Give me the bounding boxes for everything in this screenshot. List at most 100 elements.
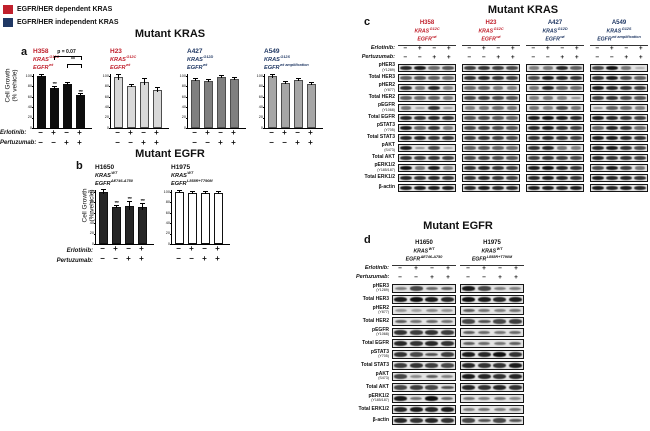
treatment-sign: − xyxy=(403,45,408,52)
blot-band xyxy=(492,136,504,140)
blot-lane xyxy=(427,185,441,191)
protein-name: pHER2 xyxy=(372,304,389,311)
blot-band xyxy=(620,176,632,180)
y-tick-label: 80 xyxy=(27,84,32,89)
blot-lane xyxy=(393,362,409,369)
blot-band xyxy=(620,146,632,150)
blot-band xyxy=(400,66,412,70)
blot-lane xyxy=(527,165,541,171)
blot-lane xyxy=(461,395,477,402)
blot-lane xyxy=(441,115,455,121)
blot-band xyxy=(556,106,568,110)
blot-band xyxy=(425,319,438,324)
treatment-sign: + xyxy=(231,138,236,147)
blot-band xyxy=(414,76,426,80)
error-bar xyxy=(118,74,119,80)
blot-lane xyxy=(619,135,633,141)
blot-band xyxy=(440,407,454,412)
treatment-sign: + xyxy=(432,54,437,61)
blot-lane xyxy=(441,155,455,161)
blot-band xyxy=(462,374,476,379)
gene-mutation: ΔE746-A750 xyxy=(420,255,443,260)
blot-strip xyxy=(460,317,524,326)
error-bar-cap xyxy=(232,76,237,78)
gene-name: KRAS xyxy=(542,28,558,35)
bar xyxy=(217,77,226,128)
blot-band xyxy=(400,76,412,80)
treatment-sign: − xyxy=(100,254,105,263)
treatment-sign: − xyxy=(531,54,536,61)
blot-lane xyxy=(605,105,619,111)
gene-name: KRAS xyxy=(478,28,494,35)
bar xyxy=(140,81,149,128)
blot-lane xyxy=(605,155,619,161)
blot-lane xyxy=(399,85,413,91)
bar xyxy=(138,207,147,244)
blot-band xyxy=(541,76,555,80)
gene-name: KRAS xyxy=(187,56,203,63)
blot-strip xyxy=(398,144,456,152)
panel-a: Mutant KRAS a Cell Growth (% vehicle) H3… xyxy=(0,26,350,150)
blot-band xyxy=(462,363,476,368)
blot-band xyxy=(542,86,554,90)
blot-band xyxy=(394,286,407,291)
error-bar xyxy=(218,191,219,194)
blot-band xyxy=(409,352,423,357)
y-axis-label-line2: (% vehicle) xyxy=(12,69,19,102)
blot-row-label: pHER2 (Y877) xyxy=(356,83,398,92)
genotype-line: EGFRwt amplification xyxy=(590,35,648,43)
treatment-sign: + xyxy=(446,265,450,272)
blot-strip xyxy=(398,94,456,102)
blot-band xyxy=(442,176,454,180)
blot-band xyxy=(605,76,619,80)
blot-band xyxy=(441,286,454,291)
blot-lane xyxy=(541,155,555,161)
gene-mutation: WT xyxy=(111,171,118,176)
treatment-sign: − xyxy=(38,138,43,147)
gene-mutation: G12S xyxy=(621,26,632,31)
bar xyxy=(307,84,316,128)
blot-lane xyxy=(413,65,427,71)
blot-lane xyxy=(477,351,493,358)
blot-band xyxy=(464,116,476,120)
blot-band xyxy=(464,166,476,170)
blot-row-label: Total HER2 xyxy=(356,95,398,101)
blot-band xyxy=(493,308,506,313)
treatment-sign-group: − + − + xyxy=(462,45,520,52)
genotype-line: KRASG12C xyxy=(398,27,456,35)
blot-band xyxy=(591,116,605,120)
blot-row-label: Total EGFR xyxy=(356,340,392,346)
y-tick-label: 60 xyxy=(181,94,186,99)
blot-lane xyxy=(409,373,425,380)
blot-band xyxy=(591,176,605,180)
panel-b: Mutant EGFR b Cell Growth (% vehicle) H1… xyxy=(0,146,300,266)
treatment-sign: + xyxy=(624,54,629,61)
blot-row-label: pEGFR (Y1068) xyxy=(356,103,398,112)
error-bar xyxy=(192,191,193,194)
blot-lane xyxy=(413,75,427,81)
y-tick-mark xyxy=(262,76,265,77)
blot-lane xyxy=(591,145,605,151)
gene-mutation: wt xyxy=(126,62,131,67)
y-tick-label: 100 xyxy=(179,73,186,78)
blot-band xyxy=(570,176,582,180)
y-axis-label: Cell Growth (% vehicle) xyxy=(5,55,20,115)
blot-lane xyxy=(491,85,505,91)
error-bar-cap xyxy=(193,77,198,79)
blot-lane xyxy=(477,340,493,347)
blot-lane xyxy=(491,155,505,161)
error-bar-cap xyxy=(101,189,106,190)
treatment-sign: − xyxy=(624,45,629,52)
blot-band xyxy=(634,116,646,120)
blot-band xyxy=(542,146,554,150)
blot-lane xyxy=(440,307,456,314)
blot-lane xyxy=(461,285,477,292)
blot-lane xyxy=(541,95,555,101)
blot-lane xyxy=(440,373,456,380)
blot-band xyxy=(440,341,454,346)
blot-lane xyxy=(492,395,508,402)
blot-lane xyxy=(591,85,605,91)
treatment-sign: + xyxy=(215,254,220,263)
blot-band xyxy=(442,146,454,150)
blot-lane xyxy=(477,155,491,161)
